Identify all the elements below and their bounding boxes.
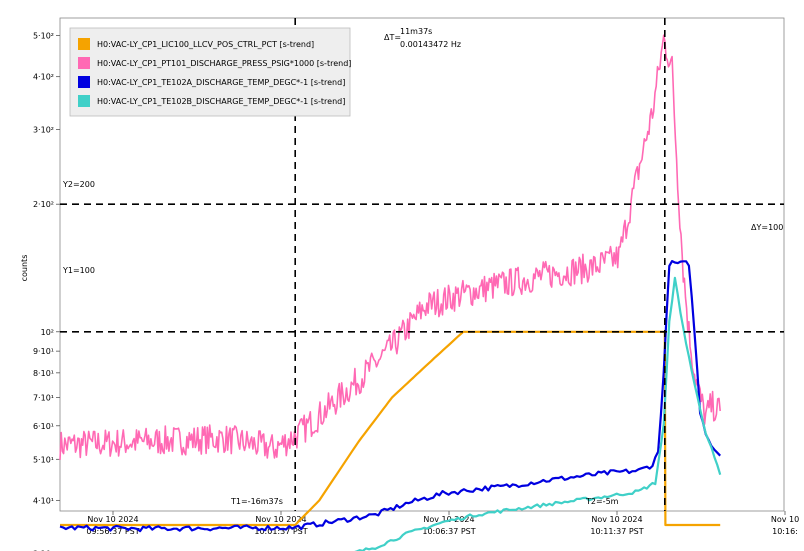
x-tick-date-1: Nov 10 2024 xyxy=(255,515,306,524)
series-line-1 xyxy=(59,34,721,461)
legend-entry-1: H0:VAC-LY_CP1_PT101_DISCHARGE_PRESS_PSIG… xyxy=(97,59,351,68)
y-tick-label-4: 7·10¹ xyxy=(33,393,54,402)
x-tick-time-2: 10:06:37 PST xyxy=(422,527,475,536)
legend-entry-3: H0:VAC-LY_CP1_TE102B_DISCHARGE_TEMP_DEGC… xyxy=(97,97,345,106)
legend-box xyxy=(69,27,351,117)
cursor-lines[interactable] xyxy=(60,18,784,511)
legend-swatch-0 xyxy=(78,38,90,50)
x-tick-time-3: 10:11:37 PST xyxy=(590,527,643,536)
y-tick-label-0: 3·10¹ xyxy=(33,549,54,551)
delta-y-label: ΔY=100 xyxy=(751,223,783,232)
series-line-3 xyxy=(354,276,722,551)
y-tick-label-9: 3·10² xyxy=(33,126,54,135)
y-axis-label: counts xyxy=(20,255,29,282)
y-tick-label-5: 8·10¹ xyxy=(33,369,54,378)
y-tick-label-2: 5·10¹ xyxy=(33,455,54,464)
legend-entry-0: H0:VAC-LY_CP1_LIC100_LLCV_POS_CTRL_PCT [… xyxy=(97,40,314,49)
delta-t-prefix: ΔT= xyxy=(384,33,401,42)
legend[interactable]: H0:VAC-LY_CP1_LIC100_LLCV_POS_CTRL_PCT [… xyxy=(69,27,351,117)
series-line-0 xyxy=(60,330,721,527)
x-tick-time-4: 10:16: xyxy=(772,527,798,536)
series-line-2 xyxy=(59,260,721,533)
y-tick-label-10: 4·10² xyxy=(33,73,54,82)
y-tick-label-6: 9·10¹ xyxy=(33,347,54,356)
y-tick-label-8: 2·10² xyxy=(33,200,54,209)
x-tick-time-0: 09:56:37 PST xyxy=(86,527,139,536)
delta-t-value: 11m37s xyxy=(400,27,432,36)
y2-label: Y2=200 xyxy=(62,180,95,189)
t1-label: T1=-16m37s xyxy=(230,497,283,506)
legend-swatch-3 xyxy=(78,95,90,107)
x-axis-ticks: Nov 10 2024 09:56:37 PST Nov 10 2024 10:01:… xyxy=(86,511,799,536)
legend-entry-2: H0:VAC-LY_CP1_TE102A_DISCHARGE_TEMP_DEGC… xyxy=(97,78,345,87)
y-tick-label-7: 10² xyxy=(41,328,54,337)
y1-label: Y1=100 xyxy=(62,266,95,275)
y-tick-label-3: 6·10¹ xyxy=(33,422,54,431)
x-tick-date-3: Nov 10 2024 xyxy=(591,515,642,524)
y-tick-label-11: 5·10² xyxy=(33,32,54,41)
delta-t-frequency: 0.00143472 Hz xyxy=(400,40,461,49)
x-tick-date-4: Nov 10 xyxy=(771,515,799,524)
y-tick-label-1: 4·10¹ xyxy=(33,496,54,505)
legend-swatch-1 xyxy=(78,57,90,69)
x-tick-time-1: 10:01:37 PST xyxy=(254,527,307,536)
legend-swatch-2 xyxy=(78,76,90,88)
x-tick-date-0: Nov 10 2024 xyxy=(87,515,138,524)
series-lines xyxy=(59,34,722,551)
t2-label: T2=-5m xyxy=(585,497,619,506)
y-axis-ticks: 3·10¹ 4·10¹ 5·10¹ 6·10¹ 7·10¹ 8·10¹ 9·10¹ 10² 2·… xyxy=(33,32,60,551)
